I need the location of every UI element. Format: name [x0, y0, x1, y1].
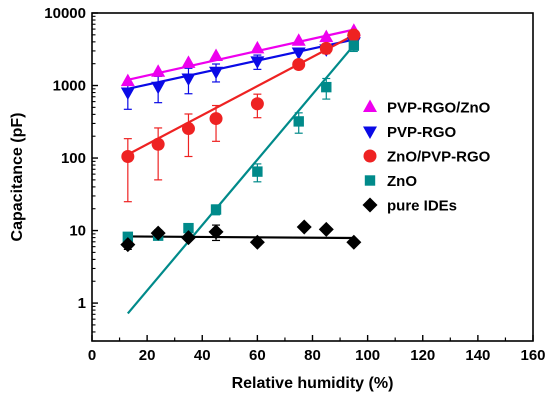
x-tick-label: 20	[139, 347, 156, 364]
zno-fit-line	[126, 44, 355, 315]
pure-ides-point	[249, 234, 265, 250]
pvp-rgo-zno-point	[120, 73, 135, 87]
legend-label-pvp-rgo: PVP-RGO	[387, 124, 457, 141]
x-tick-label: 60	[249, 347, 266, 364]
zno-pvp-rgo-fit-line	[127, 34, 355, 156]
pure-ides-point	[180, 230, 196, 246]
legend-entry-zno: ZnO	[364, 173, 417, 190]
x-tick-label: 140	[465, 347, 490, 364]
pure-ides-point	[296, 219, 312, 235]
zno-pvp-rgo-point	[181, 122, 195, 136]
zno-pvp-rgo-point	[121, 150, 135, 164]
zno-pvp-rgo-error-bar	[154, 127, 163, 181]
zno-pvp-rgo-point	[209, 112, 223, 126]
legend-marker-pure-ides	[362, 197, 378, 213]
pvp-rgo-point	[181, 73, 196, 86]
legend-marker-zno	[364, 175, 376, 186]
legend-label-pure-ides: pure IDEs	[387, 198, 457, 215]
legend-entry-pvp-rgo: PVP-RGO	[363, 124, 457, 141]
pure-ides-point	[318, 221, 334, 237]
zno-point	[293, 116, 304, 127]
pure-ides-point	[346, 234, 362, 250]
pvp-rgo-point	[250, 56, 265, 69]
pvp-rgo-point	[120, 87, 135, 101]
legend-marker-zno-pvp-rgo	[363, 149, 377, 163]
legend-marker-pvp-rgo	[363, 126, 377, 139]
y-tick-label: 10	[69, 223, 86, 240]
legend-label-pvp-rgo-zno: PVP-RGO/ZnO	[387, 100, 491, 117]
pvp-rgo-zno-point	[151, 64, 166, 77]
x-tick-label: 40	[194, 347, 211, 364]
zno-pvp-rgo-point	[319, 41, 333, 55]
zno-pvp-rgo-point	[347, 28, 361, 42]
y-axis-ticks: 1 10 100 1000 10000	[44, 5, 98, 342]
zno-point	[183, 222, 194, 234]
pvp-rgo-zno-point	[209, 48, 224, 62]
zno-pvp-rgo-error-bar	[184, 113, 193, 158]
pvp-rgo-point	[209, 66, 224, 80]
pure-ides-point	[208, 224, 224, 240]
zno-point	[122, 231, 134, 243]
x-axis-label: Relative humidity (%)	[232, 375, 394, 392]
legend-entry-zno-pvp-rgo: ZnO/PVP-RGO	[363, 149, 491, 166]
legend: PVP-RGO/ZnO PVP-RGO ZnO/PVP-RGO ZnO pure IDE…	[362, 99, 491, 215]
y-axis-label: Capacitance (pF)	[9, 113, 26, 242]
pvp-rgo-zno-point	[181, 55, 196, 68]
legend-entry-pure-ides: pure IDEs	[362, 197, 457, 215]
x-tick-label: 100	[355, 347, 380, 364]
legend-label-zno: ZnO	[387, 173, 417, 190]
zno-point	[210, 204, 222, 215]
pvp-rgo-point	[291, 47, 306, 61]
pvp-rgo-fit-line	[127, 38, 355, 90]
y-tick-label: 1	[78, 295, 86, 312]
y-tick-label: 100	[61, 150, 86, 167]
legend-entry-pvp-rgo-zno: PVP-RGO/ZnO	[363, 99, 491, 117]
data-markers	[120, 23, 362, 253]
legend-label-zno-pvp-rgo: ZnO/PVP-RGO	[387, 149, 491, 166]
pure-ides-fit-line	[127, 235, 354, 240]
pvp-rgo-zno-point	[250, 40, 265, 54]
pvp-rgo-zno-point	[291, 33, 306, 46]
x-axis-ticks: 0 20 40 60 80 100 120 140 160	[88, 335, 546, 364]
pvp-rgo-zno-fit-line	[127, 28, 355, 81]
pvp-rgo-point	[151, 81, 166, 95]
legend-marker-pvp-rgo-zno	[363, 99, 377, 112]
y-tick-label: 1000	[53, 78, 86, 95]
x-tick-label: 80	[304, 347, 321, 364]
zno-pvp-rgo-error-bar	[123, 138, 132, 203]
pure-ides-point	[120, 237, 136, 253]
pvp-rgo-zno-point	[319, 29, 334, 43]
x-tick-label: 120	[410, 347, 435, 364]
fit-lines	[126, 28, 355, 315]
zno-point	[348, 40, 360, 51]
pure-ides-point	[150, 225, 166, 241]
zno-pvp-rgo-point	[250, 97, 264, 111]
zno-pvp-rgo-point	[151, 137, 165, 151]
y-tick-label: 10000	[44, 5, 86, 22]
zno-point	[321, 81, 332, 93]
zno-point	[252, 166, 263, 177]
zno-pvp-rgo-point	[292, 57, 306, 71]
x-tick-label: 160	[520, 347, 545, 364]
x-tick-label: 0	[88, 347, 96, 364]
